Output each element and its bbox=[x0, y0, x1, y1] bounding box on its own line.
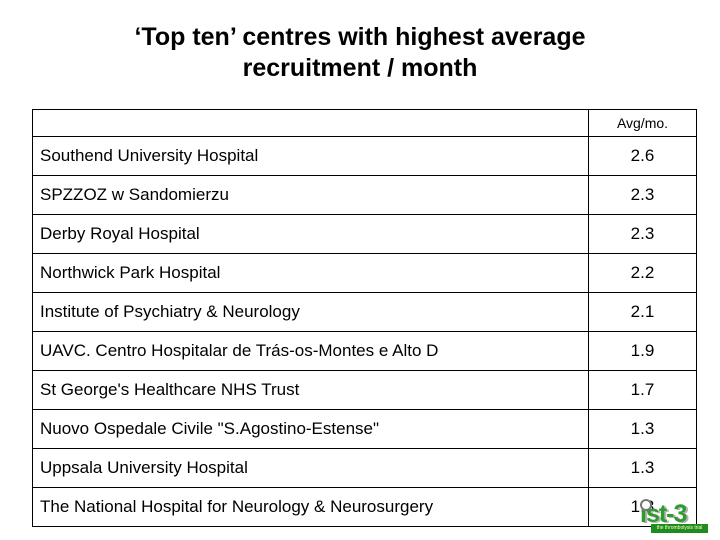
centre-name-cell: Southend University Hospital bbox=[32, 136, 589, 176]
centre-name-cell: Uppsala University Hospital bbox=[32, 448, 589, 488]
centre-name-cell: UAVC. Centro Hospitalar de Trás-os-Monte… bbox=[32, 331, 589, 371]
avg-value-cell: 2.1 bbox=[588, 292, 697, 332]
centre-name-cell: Institute of Psychiatry & Neurology bbox=[32, 292, 589, 332]
centre-name-cell: Nuovo Ospedale Civile "S.Agostino-Estens… bbox=[32, 409, 589, 449]
avg-value-cell: 2.6 bbox=[588, 136, 697, 176]
avg-value-cell: 2.3 bbox=[588, 214, 697, 254]
table-row: Southend University Hospital 2.6 bbox=[32, 136, 697, 176]
centre-name-cell: St George's Healthcare NHS Trust bbox=[32, 370, 589, 410]
slide-title-line2: recruitment / month bbox=[242, 54, 478, 82]
table-row: Institute of Psychiatry & Neurology 2.1 bbox=[32, 292, 697, 332]
avg-value-cell: 1.9 bbox=[588, 331, 697, 371]
avg-value-cell: 2.3 bbox=[588, 175, 697, 215]
slide-title: ‘Top ten’ centres with highest average r… bbox=[0, 22, 720, 84]
centre-name-cell: Northwick Park Hospital bbox=[32, 253, 589, 293]
table-row: Northwick Park Hospital 2.2 bbox=[32, 253, 697, 293]
avg-value-cell: 1.3 bbox=[588, 448, 697, 488]
table-row: UAVC. Centro Hospitalar de Trás-os-Monte… bbox=[32, 331, 697, 371]
avg-value-cell: 1.3 bbox=[588, 487, 697, 527]
centre-name-cell: The National Hospital for Neurology & Ne… bbox=[32, 487, 589, 527]
slide-title-line1: ‘Top ten’ centres with highest average bbox=[134, 23, 586, 51]
ist3-logo-tagline: the thrombolysis trial bbox=[656, 525, 703, 531]
centre-name-cell: SPZZOZ w Sandomierzu bbox=[32, 175, 589, 215]
avg-value-cell: 1.7 bbox=[588, 370, 697, 410]
table-row: St George's Healthcare NHS Trust 1.7 bbox=[32, 370, 697, 410]
table-row: Derby Royal Hospital 2.3 bbox=[32, 214, 697, 254]
ist3-logo-banner: the thrombolysis trial bbox=[651, 524, 708, 533]
ist3-logo-text: ist-3 bbox=[640, 499, 716, 527]
ist3-logo: ist-3 the thrombolysis trial bbox=[640, 499, 716, 540]
table-row: The National Hospital for Neurology & Ne… bbox=[32, 487, 697, 527]
centre-name-cell: Derby Royal Hospital bbox=[32, 214, 589, 254]
table-row: SPZZOZ w Sandomierzu 2.3 bbox=[32, 175, 697, 215]
table-row: Uppsala University Hospital 1.3 bbox=[32, 448, 697, 488]
table-header-row: Avg/mo. bbox=[32, 109, 697, 137]
centre-header-cell bbox=[32, 109, 589, 137]
avg-per-month-header-cell: Avg/mo. bbox=[588, 109, 697, 137]
logo-i-ring-icon bbox=[640, 499, 652, 511]
recruitment-table: Avg/mo. Southend University Hospital 2.6… bbox=[32, 109, 697, 527]
avg-value-cell: 2.2 bbox=[588, 253, 697, 293]
table-row: Nuovo Ospedale Civile "S.Agostino-Estens… bbox=[32, 409, 697, 449]
avg-value-cell: 1.3 bbox=[588, 409, 697, 449]
